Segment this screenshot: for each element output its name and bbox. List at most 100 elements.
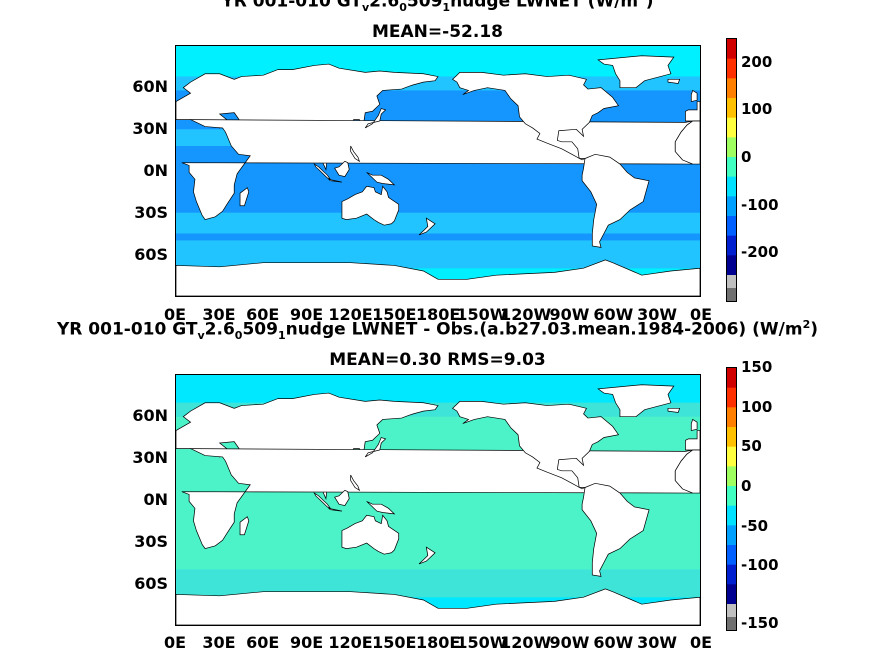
colorbar-segment [727, 39, 736, 60]
lon-tick-label: 30W [637, 305, 678, 324]
land-philippines [350, 474, 361, 492]
colorbar-segment [727, 275, 736, 288]
colorbar-segment [727, 235, 736, 256]
lon-tick-label: 0E [164, 305, 187, 324]
colorbar-segment [727, 137, 736, 158]
colorbar-segment [727, 446, 736, 467]
land-westEurope [685, 101, 700, 122]
colorbar-segment [727, 427, 736, 448]
colorbar-tick-label: 100 [741, 397, 773, 416]
land-madagascar [239, 516, 250, 536]
land-greenland [597, 55, 675, 89]
colorbar-tick-label: 100 [741, 100, 773, 119]
colorbar-tick-label: 50 [741, 437, 762, 456]
lat-tick-label: 60S [134, 574, 168, 593]
land-philippines [350, 145, 361, 163]
land-nz [418, 546, 436, 565]
colorbar-segment [727, 78, 736, 99]
land-southAmerica [581, 153, 650, 248]
lat-tick-label: 30S [134, 203, 168, 222]
lon-tick-label: 120E [328, 633, 373, 652]
panel1-map [175, 45, 701, 297]
land-greenland [597, 384, 675, 418]
lon-tick-label: 60E [246, 633, 280, 652]
land-japan [364, 108, 387, 129]
colorbar-segment [727, 368, 736, 389]
land-northAmerica [451, 72, 620, 161]
land-newguinea [366, 172, 396, 186]
lon-tick-label: 120E [328, 305, 373, 324]
panel1-colorbar [726, 38, 737, 302]
colorbar-segment [727, 196, 736, 217]
land-westAfrica [674, 449, 700, 494]
lon-tick-label: 120W [500, 633, 552, 652]
colorbar-segment [727, 407, 736, 428]
colorbar-segment [727, 525, 736, 546]
land-northAmerica [451, 401, 620, 490]
colorbar-segment [727, 545, 736, 566]
land-antarctica [176, 259, 700, 296]
colorbar-tick-label: 0 [741, 148, 752, 166]
land-iceland [667, 407, 681, 413]
colorbar-segment [727, 216, 736, 237]
land-sumatra [313, 163, 332, 181]
land-java [327, 178, 343, 183]
lon-tick-label: 90E [290, 633, 324, 652]
land-southAmerica [581, 482, 650, 577]
lon-tick-label: 60E [246, 305, 280, 324]
land-madagascar [239, 187, 250, 207]
lat-tick-label: 0N [143, 490, 168, 509]
colorbar-segment [727, 486, 736, 507]
land-nz [418, 217, 436, 236]
lat-tick-label: 0N [143, 161, 168, 180]
panel2-map [175, 374, 701, 626]
lat-tick-label: 30N [132, 119, 168, 138]
land-westEurope [685, 430, 700, 451]
lon-tick-label: 0E [690, 305, 713, 324]
lon-tick-label: 0E [164, 633, 187, 652]
colorbar-tick-label: 0 [741, 477, 752, 495]
colorbar-segment [727, 98, 736, 119]
land-japan [364, 437, 387, 458]
lon-tick-label: 0E [690, 633, 713, 652]
colorbar-tick-label: -50 [741, 516, 769, 535]
colorbar-tick-label: 200 [741, 52, 773, 71]
lon-tick-label: 30E [202, 305, 236, 324]
lat-tick-label: 30S [134, 532, 168, 551]
lon-tick-label: 150W [456, 305, 508, 324]
colorbar-segment [727, 157, 736, 178]
land-australia [341, 514, 400, 555]
lon-tick-label: 60W [593, 305, 634, 324]
land-java [327, 507, 343, 512]
lon-tick-label: 150E [372, 633, 417, 652]
panel2-subtitle: MEAN=0.30 RMS=9.03 [329, 350, 546, 370]
lon-tick-label: 150W [456, 633, 508, 652]
land-uk [690, 418, 698, 432]
land-australia [341, 185, 400, 226]
land-westAfrica [674, 120, 700, 165]
colorbar-segment [727, 584, 736, 605]
lon-tick-label: 150E [372, 305, 417, 324]
lat-tick-label: 60N [132, 406, 168, 425]
panel2-colorbar [726, 367, 737, 631]
colorbar-segment [727, 505, 736, 526]
land-sumatra [313, 492, 332, 510]
panel1-title: YR 001-010 GTv2.605091nudge LWNET (W/m2) [221, 0, 654, 15]
colorbar-segment [727, 255, 736, 276]
lon-tick-label: 90E [290, 305, 324, 324]
colorbar-segment [727, 58, 736, 79]
lon-tick-label: 180E [416, 633, 461, 652]
lat-tick-label: 30N [132, 448, 168, 467]
colorbar-tick-label: -100 [741, 556, 779, 575]
land-antarctica [176, 588, 700, 625]
lat-tick-label: 60S [134, 245, 168, 264]
colorbar-segment [727, 288, 736, 301]
lat-tick-label: 60N [132, 77, 168, 96]
colorbar-tick-label: -200 [741, 243, 779, 262]
lon-tick-label: 30W [637, 633, 678, 652]
lon-tick-label: 30E [202, 633, 236, 652]
colorbar-segment [727, 176, 736, 197]
land-borneo [334, 489, 350, 506]
panel1-subtitle: MEAN=-52.18 [372, 22, 503, 42]
lon-tick-label: 120W [500, 305, 552, 324]
